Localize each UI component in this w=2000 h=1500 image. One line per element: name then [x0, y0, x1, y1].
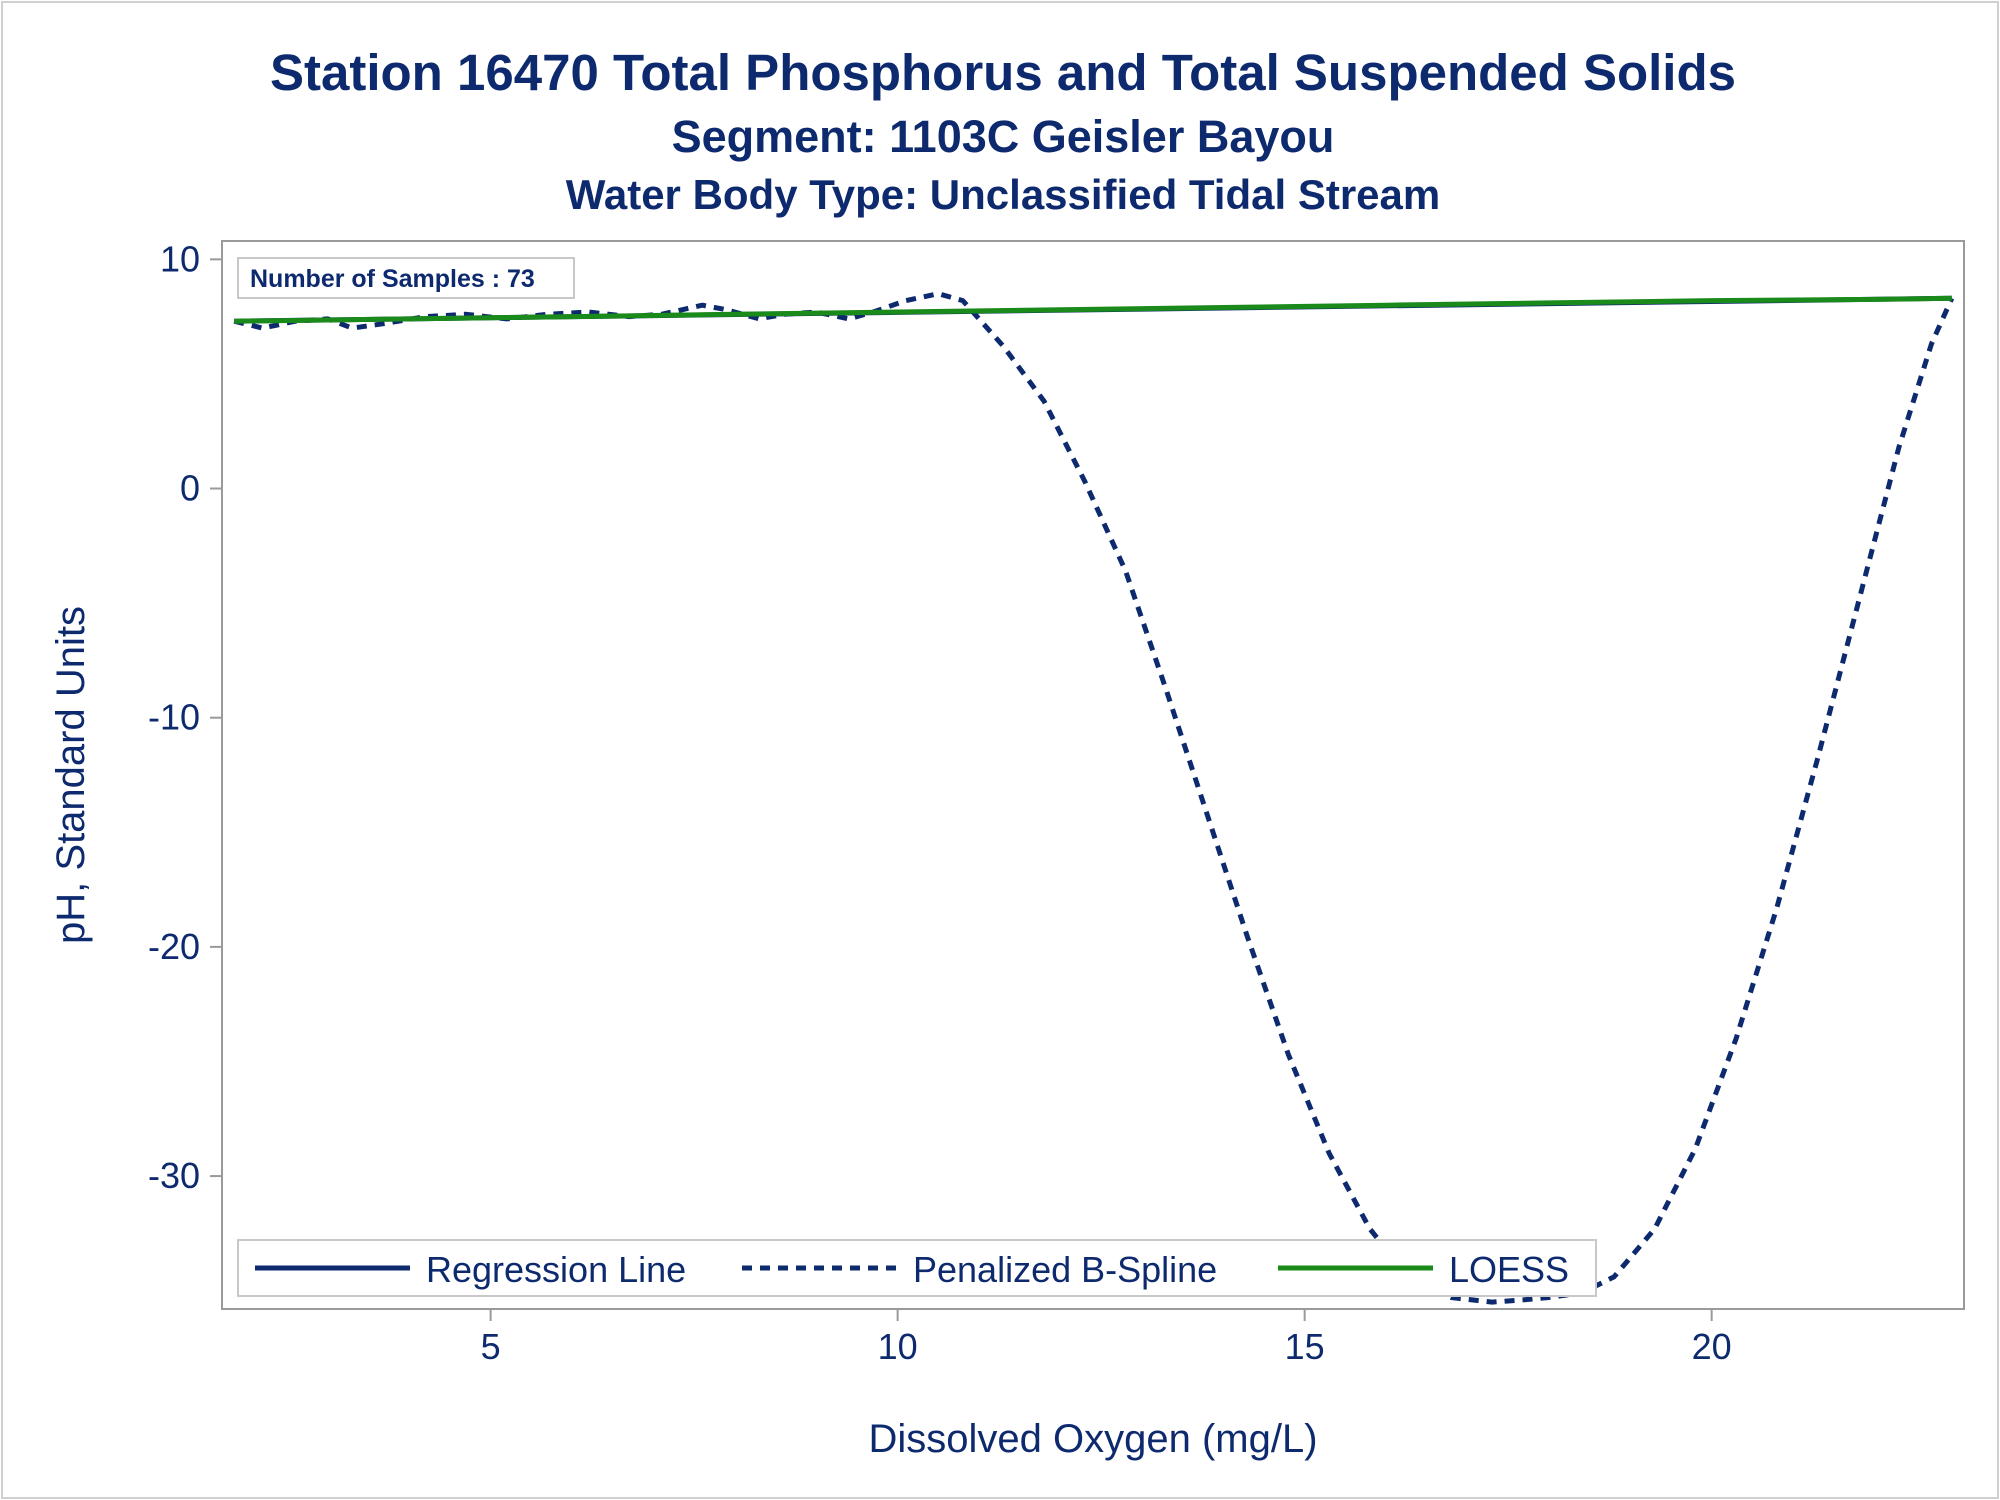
y-tick-label: -10	[148, 697, 200, 738]
plot-area	[221, 240, 1965, 1310]
x-axis-title: Dissolved Oxygen (mg/L)	[868, 1417, 1317, 1461]
series-line-penalized-b-spline	[233, 291, 1955, 1305]
x-tick-label: 15	[1285, 1326, 1325, 1367]
sample-count-label: Number of Samples : 73	[250, 265, 535, 293]
legend-label-loess: LOESS	[1449, 1249, 1569, 1290]
x-tick-label: 10	[878, 1326, 918, 1367]
y-tick-label: -30	[148, 1155, 200, 1196]
axis-ticks: 5 10 15 20 10 0 -10 -20 -30	[148, 238, 1732, 1367]
legend-label-penalized-b-spline: Penalized B-Spline	[913, 1249, 1217, 1290]
y-axis-title: pH, Standard Units	[49, 606, 93, 944]
y-tick-label: 0	[180, 468, 200, 509]
series-layer	[233, 291, 1955, 1305]
y-tick-label: 10	[160, 238, 200, 279]
chart-subtitle-segment: Segment: 1103C Geisler Bayou	[671, 111, 1335, 162]
series-line-loess	[234, 295, 1952, 324]
sample-count-box: Number of Samples : 73	[237, 257, 575, 299]
x-tick-label: 20	[1692, 1326, 1732, 1367]
y-tick-label: -20	[148, 926, 200, 967]
x-tick-label: 5	[481, 1326, 501, 1367]
legend: Regression Line Penalized B-Spline LOESS	[237, 1239, 1597, 1297]
chart-title: Station 16470 Total Phosphorus and Total…	[270, 44, 1736, 101]
chart-subtitle-water-body: Water Body Type: Unclassified Tidal Stre…	[565, 171, 1441, 218]
legend-label-regression-line: Regression Line	[426, 1249, 686, 1290]
